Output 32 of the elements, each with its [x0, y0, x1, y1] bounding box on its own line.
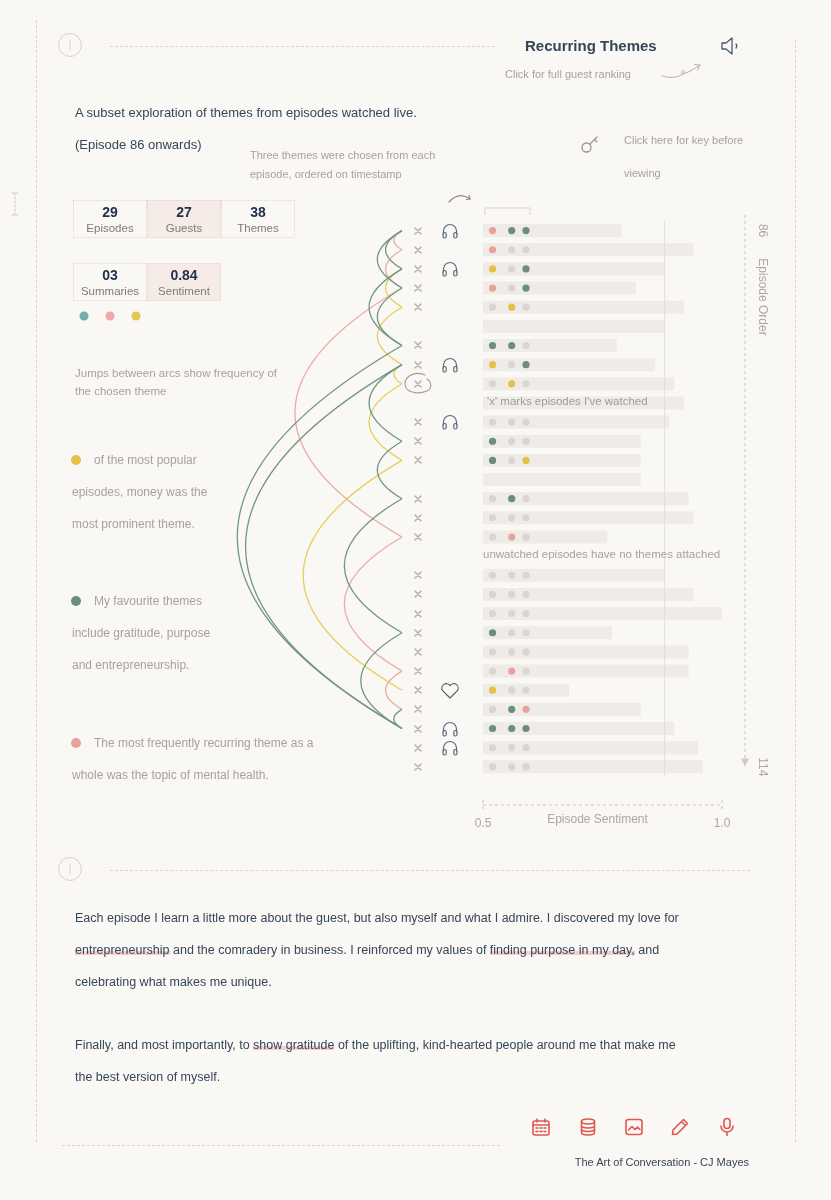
text: of the most popular episodes, money was the most prominent theme. — [72, 453, 208, 531]
text: A subset exploration of themes from episodes watched live. — [75, 105, 417, 120]
stat-cell: 38 Themes — [221, 200, 295, 238]
text: Click for full guest ranking — [505, 68, 631, 80]
annotation: 'x' marks episodes I've watched — [487, 395, 648, 407]
x-axis-title: Episode Sentiment — [547, 812, 649, 827]
text: entrepreneurship — [75, 943, 170, 957]
text: The Art of Conversation - CJ Mayes — [574, 1156, 749, 1168]
text: show gratitude — [253, 1038, 335, 1052]
annotation: unwatched episodes have no themes attached — [483, 548, 721, 560]
chart-title: Recurring Themes — [525, 37, 657, 54]
text: Jumps between arcs show frequency of the chosen theme — [75, 366, 278, 399]
y-axis-title: Episode Order — [755, 258, 770, 336]
x-tick-label: 0.5 — [474, 816, 492, 831]
text: and the comradery in business. I reinforced my values of — [173, 943, 487, 957]
stat-cell: 0.84 Sentiment — [147, 263, 221, 301]
text: My favourite themes include gratitude, purpose and entrepreneurship. — [72, 594, 211, 672]
text: (Episode 86 onwards) — [75, 137, 202, 152]
text: and — [638, 943, 660, 957]
text: of the uplifting, kind-hearted people around me that make me — [337, 1038, 676, 1052]
text: Finally, and most importantly, to — [75, 1038, 250, 1052]
text: The most frequently recurring theme as a whole was the topic of mental health. — [72, 736, 314, 782]
text: Click here for key before viewing — [624, 134, 744, 179]
text: Three themes were chosen from each episode, ordered on timestamp — [250, 148, 437, 182]
text: celebrating what makes me unique. — [75, 975, 272, 989]
x-tick-label: 1.0 — [713, 816, 731, 831]
text: finding purpose in my day, — [489, 943, 635, 957]
text: Each episode I learn a little more about the guest, but also myself and what I admire. I discovered my love for — [75, 911, 679, 925]
y-tick-label: 114 — [755, 757, 770, 777]
stat-cell: 27 Guests — [147, 200, 221, 238]
text: the best version of myself. — [75, 1070, 221, 1084]
y-tick-label: 86 — [755, 223, 770, 238]
